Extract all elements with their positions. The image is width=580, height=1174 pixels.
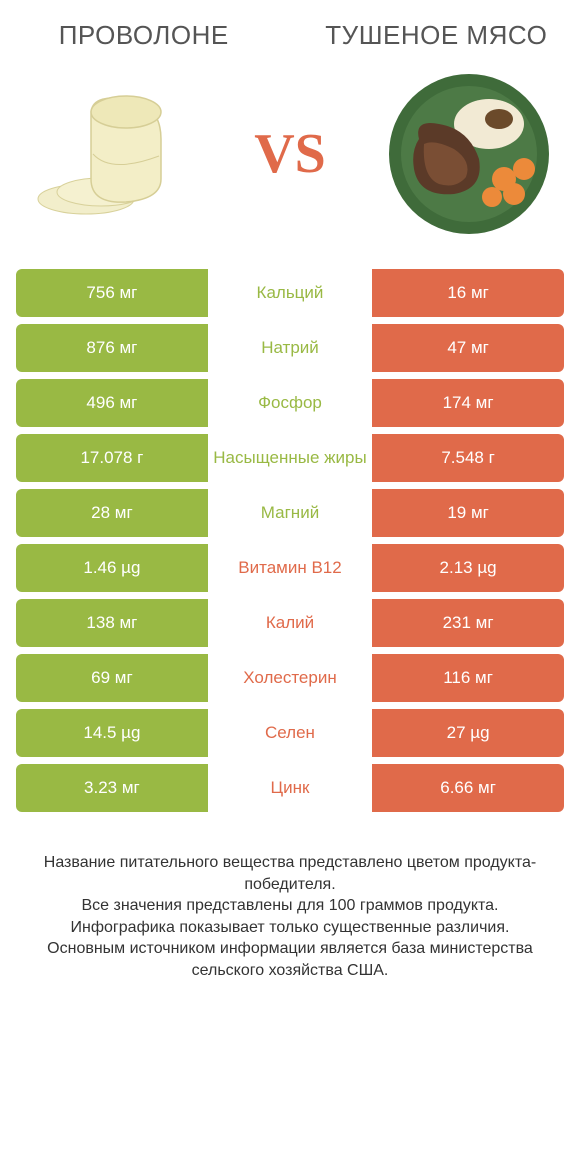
table-row: 496 мгФосфор174 мг [16,379,564,427]
value-left: 138 мг [16,599,208,647]
value-right: 7.548 г [372,434,564,482]
value-left: 17.078 г [16,434,208,482]
nutrient-label: Фосфор [208,379,372,427]
value-right: 2.13 µg [372,544,564,592]
table-row: 756 мгКальций16 мг [16,269,564,317]
plate-icon [384,69,554,239]
value-right: 116 мг [372,654,564,702]
table-row: 138 мгКалий231 мг [16,599,564,647]
value-right: 174 мг [372,379,564,427]
value-left: 876 мг [16,324,208,372]
footer-line-3: Инфографика показывает только существенн… [28,917,552,939]
footer-line-2: Все значения представлены для 100 граммо… [28,895,552,917]
nutrient-label: Цинк [208,764,372,812]
footer-notes: Название питательного вещества представл… [16,852,564,982]
table-row: 28 мгМагний19 мг [16,489,564,537]
footer-line-1: Название питательного вещества представл… [28,852,552,895]
table-row: 3.23 мгЦинк6.66 мг [16,764,564,812]
value-left: 1.46 µg [16,544,208,592]
nutrient-label: Кальций [208,269,372,317]
comparison-table: 756 мгКальций16 мг 876 мгНатрий47 мг 496 м… [16,269,564,812]
table-row: 69 мгХолестерин116 мг [16,654,564,702]
title-right: ТУШЕНОЕ МЯСО [317,20,556,51]
nutrient-label: Витамин B12 [208,544,372,592]
value-right: 231 мг [372,599,564,647]
title-left: ПРОВОЛОНЕ [24,20,263,51]
cheese-icon [31,84,191,224]
value-left: 28 мг [16,489,208,537]
food-image-right [384,69,554,239]
nutrient-label: Селен [208,709,372,757]
value-right: 19 мг [372,489,564,537]
value-left: 3.23 мг [16,764,208,812]
nutrient-label: Натрий [208,324,372,372]
infographic-container: ПРОВОЛОНЕ ТУШЕНОЕ МЯСО VS [0,0,580,1174]
nutrient-label: Насыщенные жиры [208,434,372,482]
footer-line-4: Основным источником информации является … [28,938,552,981]
table-row: 1.46 µgВитамин B122.13 µg [16,544,564,592]
value-left: 756 мг [16,269,208,317]
nutrient-label: Магний [208,489,372,537]
table-row: 876 мгНатрий47 мг [16,324,564,372]
value-right: 27 µg [372,709,564,757]
nutrient-label: Холестерин [208,654,372,702]
value-left: 496 мг [16,379,208,427]
value-right: 16 мг [372,269,564,317]
nutrient-label: Калий [208,599,372,647]
vs-label: VS [254,122,326,186]
value-right: 47 мг [372,324,564,372]
value-left: 69 мг [16,654,208,702]
table-row: 17.078 гНасыщенные жиры7.548 г [16,434,564,482]
header: ПРОВОЛОНЕ ТУШЕНОЕ МЯСО [16,20,564,59]
vs-row: VS [16,59,564,269]
food-image-left [26,69,196,239]
value-right: 6.66 мг [372,764,564,812]
table-row: 14.5 µgСелен27 µg [16,709,564,757]
value-left: 14.5 µg [16,709,208,757]
